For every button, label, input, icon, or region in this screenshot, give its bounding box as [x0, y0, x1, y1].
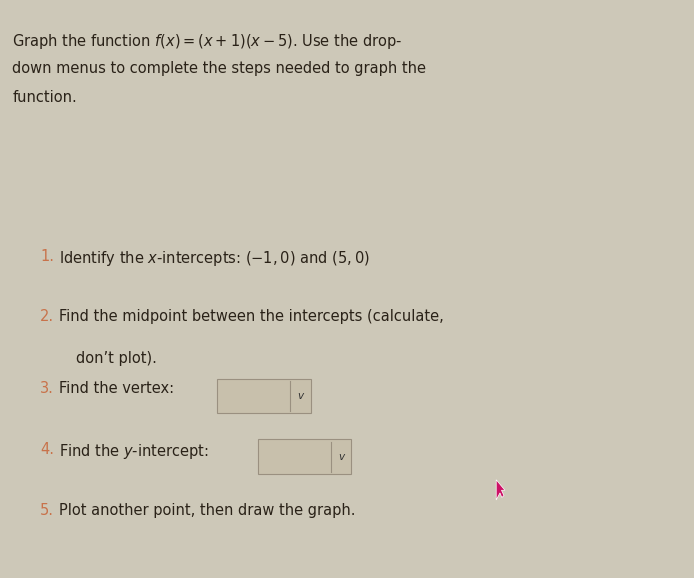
Text: Find the $y$-intercept:: Find the $y$-intercept:: [59, 442, 210, 461]
Text: v: v: [297, 391, 303, 401]
Text: Find the midpoint between the intercepts (calculate,: Find the midpoint between the intercepts…: [59, 309, 443, 324]
FancyBboxPatch shape: [257, 439, 351, 474]
Text: 5.: 5.: [40, 503, 54, 518]
Text: function.: function.: [12, 90, 77, 105]
Text: 2.: 2.: [40, 309, 54, 324]
Text: Plot another point, then draw the graph.: Plot another point, then draw the graph.: [59, 503, 355, 518]
Text: Find the vertex:: Find the vertex:: [59, 381, 179, 397]
Text: don’t plot).: don’t plot).: [76, 351, 158, 366]
Polygon shape: [496, 480, 505, 500]
Text: v: v: [338, 451, 344, 462]
FancyBboxPatch shape: [217, 379, 311, 413]
Text: down menus to complete the steps needed to graph the: down menus to complete the steps needed …: [12, 61, 427, 76]
Text: Graph the function $f(x) = (x + 1)(x - 5)$. Use the drop-: Graph the function $f(x) = (x + 1)(x - 5…: [12, 32, 403, 51]
Text: Identify the $x$-intercepts: $(-1, 0)$ and $(5, 0)$: Identify the $x$-intercepts: $(-1, 0)$ a…: [59, 249, 370, 268]
Text: 1.: 1.: [40, 249, 54, 264]
Text: 4.: 4.: [40, 442, 54, 457]
Text: 3.: 3.: [40, 381, 54, 397]
